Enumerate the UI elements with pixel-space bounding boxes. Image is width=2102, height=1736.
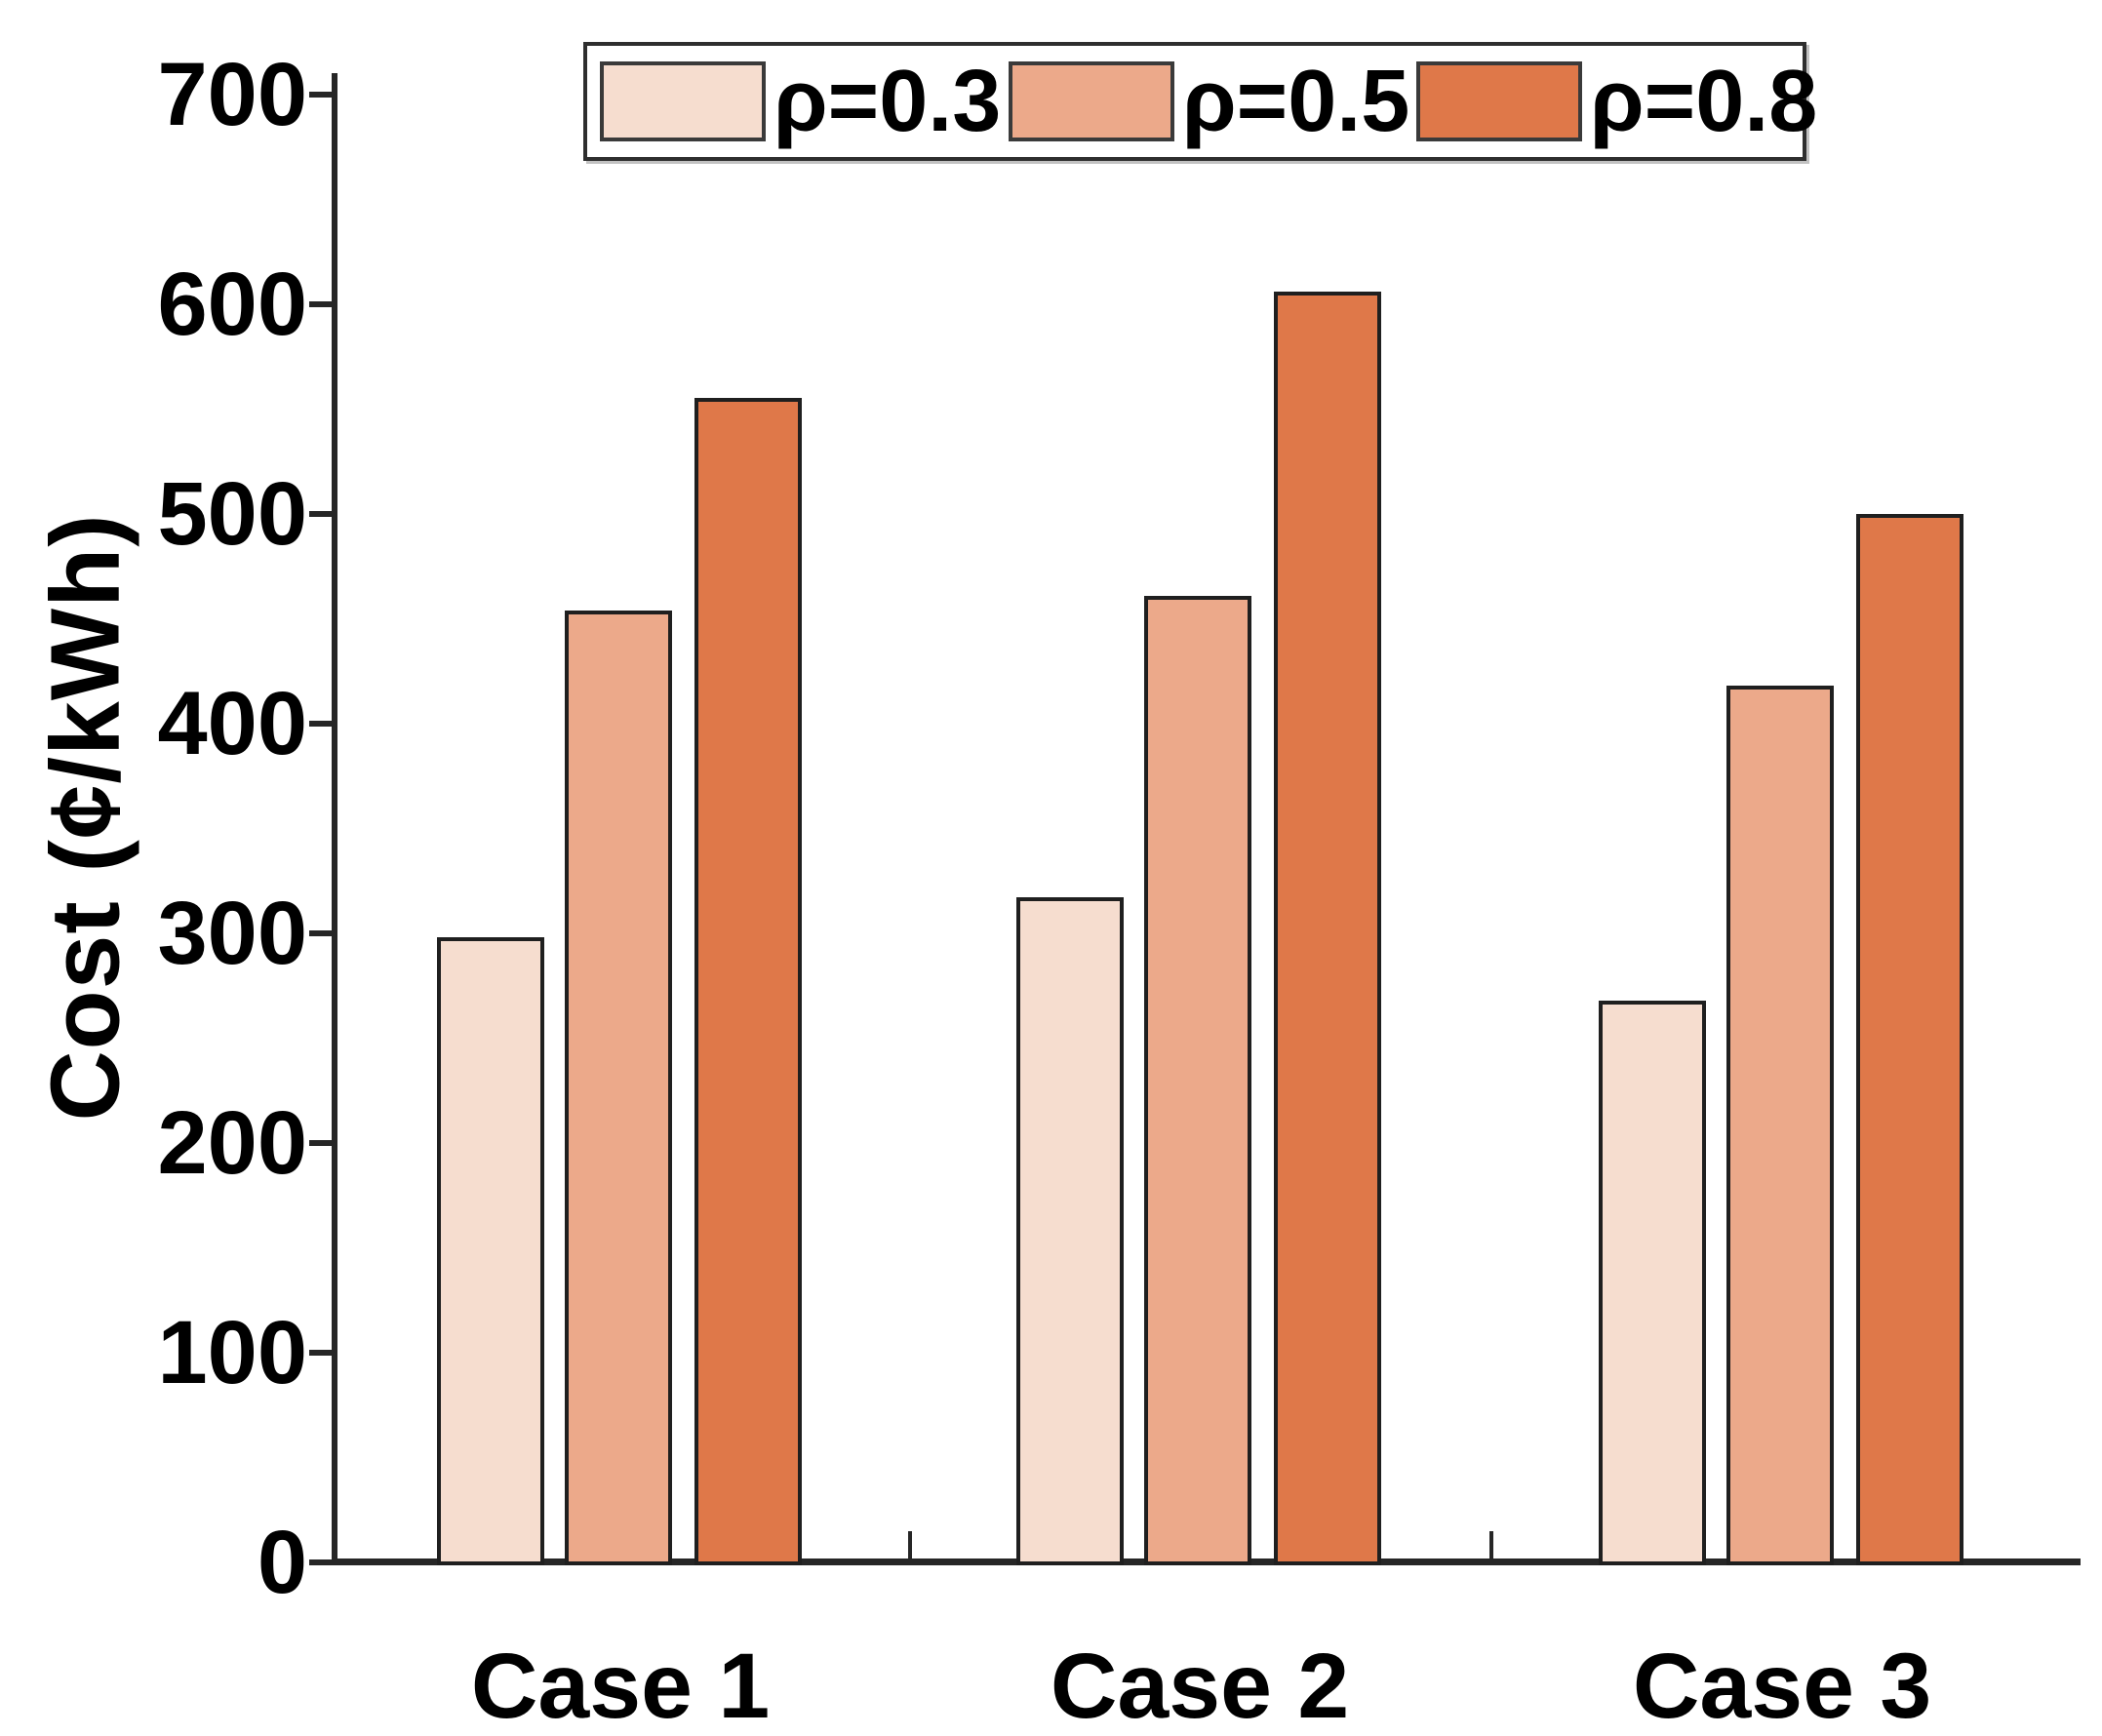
y-tick-label: 0: [257, 1513, 307, 1612]
bar-case2-rho0.8: [1274, 291, 1381, 1565]
legend-swatch: [1416, 61, 1582, 141]
y-tick-mark: [309, 91, 335, 98]
y-tick-label: 100: [157, 1302, 308, 1402]
x-tick-mark: [908, 1531, 912, 1560]
x-category-label: Case 1: [470, 1635, 771, 1736]
bar-case3-rho0.3: [1599, 1000, 1706, 1565]
legend-swatch: [600, 61, 766, 141]
y-tick-mark: [309, 1559, 335, 1565]
y-tick-mark: [309, 510, 335, 517]
y-tick-label: 400: [157, 673, 308, 773]
y-tick-label: 500: [157, 463, 308, 564]
y-tick-label: 600: [157, 254, 308, 354]
y-tick-mark: [309, 1349, 335, 1356]
legend-entry: ρ=0.3: [600, 46, 1001, 157]
bar-case1-rho0.5: [565, 610, 672, 1565]
y-axis-title: Cost (¢/kWh): [30, 513, 140, 1122]
y-tick-mark: [309, 720, 335, 727]
x-tick-mark: [1488, 1531, 1493, 1560]
y-tick-label: 200: [157, 1092, 308, 1193]
bar-case3-rho0.8: [1856, 513, 1963, 1565]
y-tick-label: 700: [157, 44, 308, 144]
y-tick-mark: [309, 300, 335, 307]
bar-case2-rho0.5: [1144, 595, 1251, 1565]
bar-case3-rho0.5: [1726, 686, 1834, 1565]
y-tick-mark: [309, 1139, 335, 1146]
x-category-label: Case 3: [1632, 1635, 1932, 1736]
legend-label: ρ=0.5: [1182, 53, 1410, 150]
bar-case1-rho0.8: [694, 398, 802, 1565]
bar-case2-rho0.3: [1016, 897, 1124, 1565]
y-tick-mark: [309, 929, 335, 936]
legend-label: ρ=0.3: [773, 53, 1002, 150]
legend: ρ=0.3 ρ=0.5 ρ=0.8: [583, 42, 1817, 161]
y-axis-line: [332, 73, 337, 1565]
legend-swatch: [1009, 61, 1174, 141]
legend-entry: ρ=0.5: [1009, 46, 1409, 157]
y-tick-label: 300: [157, 883, 308, 983]
legend-entry: ρ=0.8: [1416, 46, 1817, 157]
x-category-label: Case 2: [1050, 1635, 1350, 1736]
bar-case1-rho0.3: [437, 937, 544, 1565]
legend-label: ρ=0.8: [1590, 53, 1818, 150]
